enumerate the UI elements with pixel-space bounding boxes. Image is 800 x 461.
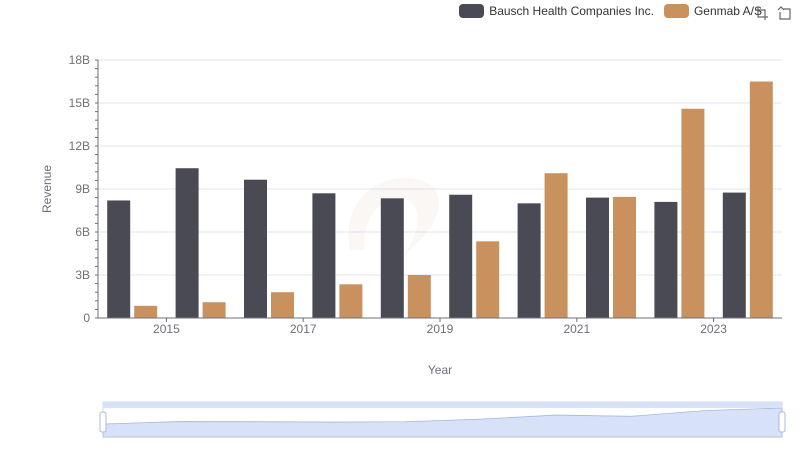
x-tick-label: 2017: [290, 322, 317, 336]
x-axis-title: Year: [427, 363, 453, 377]
zoom-handle-right[interactable]: [778, 411, 786, 433]
legend-swatch-bausch: [459, 4, 485, 18]
bar-genmab-2021[interactable]: [613, 196, 636, 318]
bar-bausch-2023[interactable]: [722, 192, 746, 318]
bar-bausch-2016[interactable]: [244, 179, 267, 318]
y-tick-label: 3B: [75, 268, 90, 282]
toolbox: [754, 6, 792, 21]
x-tick-label: 2015: [153, 322, 180, 336]
bar-bausch-2021[interactable]: [586, 197, 609, 318]
y-tick-label: 6B: [75, 225, 90, 239]
zoom-handle-left[interactable]: [99, 411, 107, 433]
data-zoom-slider[interactable]: [99, 401, 786, 438]
bar-genmab-2015[interactable]: [202, 302, 226, 318]
watermark-logo: [348, 178, 439, 260]
zoom-icon[interactable]: [754, 6, 769, 21]
bar-genmab-2020[interactable]: [544, 173, 568, 318]
y-tick-label: 9B: [75, 182, 90, 196]
bar-genmab-2016[interactable]: [271, 292, 294, 318]
bar-bausch-2018[interactable]: [380, 198, 404, 318]
bar-bausch-2017[interactable]: [312, 193, 336, 318]
y-tick-label: 0: [83, 311, 90, 325]
bar-bausch-2014[interactable]: [107, 200, 131, 318]
legend-item-bausch[interactable]: Bausch Health Companies Inc.: [459, 4, 654, 18]
bar-bausch-2019[interactable]: [449, 194, 473, 318]
bar-genmab-2018[interactable]: [407, 275, 431, 318]
x-tick-label: 2021: [563, 322, 590, 336]
bar-genmab-2022[interactable]: [681, 108, 705, 318]
bar-genmab-2014[interactable]: [134, 305, 158, 318]
bar-bausch-2022[interactable]: [654, 201, 678, 318]
bar-genmab-2023[interactable]: [749, 81, 773, 319]
axes: 0 3B 6B 9B 12B 15B 18B 2015 2017 2019 2021 2023: [69, 53, 782, 336]
legend-item-genmab[interactable]: Genmab A/S: [663, 4, 762, 18]
x-tick-label: 2023: [700, 322, 727, 336]
legend-swatch-genmab: [663, 4, 689, 18]
x-tick-label: 2019: [427, 322, 454, 336]
legend: Bausch Health Companies Inc. Genmab A/S: [459, 4, 762, 18]
y-tick-label: 15B: [69, 96, 90, 110]
legend-label-bausch: Bausch Health Companies Inc.: [489, 4, 654, 18]
bar-genmab-2019[interactable]: [476, 241, 500, 318]
bar-bausch-2020[interactable]: [517, 203, 541, 318]
y-tick-label: 18B: [69, 53, 90, 67]
bars: [107, 81, 773, 319]
bar-bausch-2015[interactable]: [175, 168, 199, 318]
y-axis-title: Revenue: [40, 164, 54, 214]
bar-genmab-2017[interactable]: [339, 284, 363, 318]
y-tick-label: 12B: [69, 139, 90, 153]
legend-label-genmab: Genmab A/S: [693, 4, 762, 18]
grid-lines: [98, 59, 782, 276]
zoom-top-bar[interactable]: [103, 402, 782, 408]
restore-icon[interactable]: [777, 6, 792, 21]
